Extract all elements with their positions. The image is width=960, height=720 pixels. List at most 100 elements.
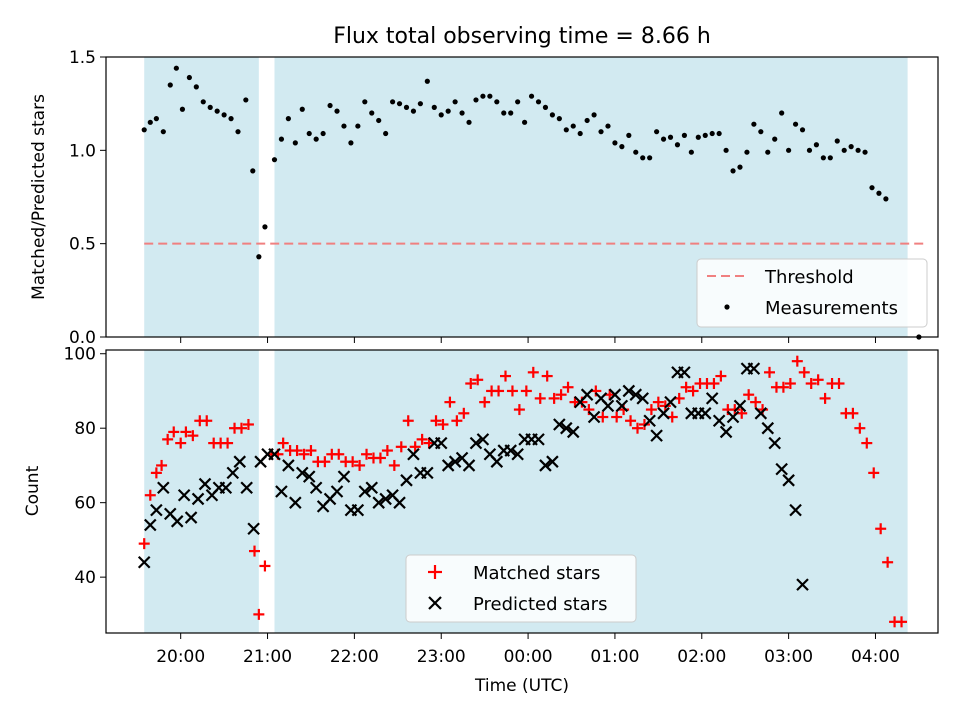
measurement-point bbox=[445, 108, 451, 114]
predicted-star-point bbox=[643, 414, 656, 428]
measurement-point bbox=[173, 65, 179, 71]
top-y-tick-label: 1.0 bbox=[69, 141, 96, 161]
predicted-star-point bbox=[462, 459, 476, 472]
measurement-point bbox=[633, 149, 639, 155]
measurement-point bbox=[806, 147, 813, 153]
bottom-panel: 40 60 80 100 20:00 21:00 22:00 23:00 00:00 01:00… bbox=[23, 345, 939, 696]
matched-star-point bbox=[534, 392, 546, 404]
predicted-star-point bbox=[233, 455, 247, 468]
measurement-point bbox=[723, 147, 729, 153]
predicted-star-point bbox=[698, 407, 712, 420]
measurement-point bbox=[820, 155, 826, 161]
measurement-point bbox=[563, 127, 569, 133]
measurement-point bbox=[876, 190, 882, 196]
top-panel: 0.0 0.5 1.0 1.5 Matched/Predicted stars Thr… bbox=[29, 48, 939, 348]
matched-star-point bbox=[882, 556, 894, 568]
measurement-point bbox=[577, 130, 583, 137]
predicted-star-point bbox=[448, 455, 462, 468]
matched-star-point bbox=[506, 385, 518, 397]
measurement-point bbox=[591, 112, 597, 118]
matched-star-point bbox=[875, 523, 887, 535]
matched-star-point bbox=[249, 545, 261, 557]
measurement-point bbox=[542, 104, 549, 110]
measurement-point bbox=[362, 99, 368, 105]
measurement-point bbox=[403, 104, 410, 110]
matched-star-point bbox=[347, 456, 359, 468]
matched-star-point bbox=[180, 426, 192, 438]
predicted-star-point bbox=[754, 407, 768, 420]
measurement-point bbox=[383, 130, 389, 137]
predicted-star-point bbox=[219, 481, 233, 495]
predicted-star-point bbox=[608, 388, 622, 401]
measurement-point bbox=[813, 142, 820, 148]
measurement-point bbox=[522, 119, 528, 125]
matched-star-point bbox=[162, 433, 174, 445]
matched-star-point bbox=[527, 366, 539, 378]
predicted-star-point bbox=[150, 503, 163, 517]
matched-star-point bbox=[150, 467, 162, 479]
matched-star-point bbox=[354, 459, 366, 471]
predicted-star-point bbox=[282, 459, 295, 472]
measurement-point bbox=[779, 110, 785, 116]
x-axis-label: Time (UTC) bbox=[474, 676, 569, 696]
measurement-point bbox=[186, 74, 192, 81]
measurement-point bbox=[799, 127, 806, 133]
predicted-star-point bbox=[372, 496, 385, 509]
measurement-point bbox=[681, 132, 688, 138]
matched-star-point bbox=[437, 418, 449, 430]
measurement-point bbox=[327, 102, 333, 109]
predicted-star-point bbox=[587, 410, 601, 424]
measurement-point bbox=[883, 196, 889, 202]
measurement-points bbox=[141, 65, 922, 340]
predicted-star-point bbox=[657, 407, 670, 420]
matched-star-point bbox=[444, 396, 456, 408]
observing-band bbox=[144, 350, 259, 633]
x-tick-label: 03:00 bbox=[764, 647, 813, 667]
predicted-star-point bbox=[170, 515, 184, 528]
measurement-point bbox=[612, 140, 618, 146]
predicted-star-point bbox=[137, 555, 151, 569]
measurement-point bbox=[147, 119, 153, 125]
measurement-point bbox=[207, 104, 213, 110]
measurement-point bbox=[221, 112, 227, 118]
top-y-tick-label: 0.5 bbox=[69, 235, 96, 255]
predicted-star-point bbox=[379, 492, 392, 506]
measurement-point bbox=[855, 147, 861, 153]
matched-star-point bbox=[458, 407, 470, 419]
predicted-star-point bbox=[490, 455, 504, 468]
measurement-point bbox=[535, 99, 542, 105]
predicted-star-point bbox=[407, 447, 420, 461]
matched-legend-marker bbox=[428, 565, 442, 579]
measurement-point bbox=[306, 130, 312, 137]
measurement-point bbox=[141, 127, 147, 133]
matched-star-point bbox=[187, 430, 199, 442]
predicted-star-point bbox=[733, 399, 747, 413]
top-y-ticks: 0.0 0.5 1.0 1.5 bbox=[69, 48, 106, 348]
matched-star-point bbox=[291, 445, 303, 457]
predicted-star-point bbox=[789, 503, 802, 517]
predicted-star-point bbox=[636, 392, 649, 405]
bottom-y-axis-label: Count bbox=[23, 465, 43, 516]
matched-star-point bbox=[499, 370, 511, 382]
predicted-star-point bbox=[358, 485, 372, 498]
predicted-star-point bbox=[553, 418, 566, 431]
predicted-star-point bbox=[421, 466, 434, 480]
matched-star-point bbox=[562, 381, 574, 393]
matched-star-point bbox=[798, 366, 810, 378]
measurement-point bbox=[647, 155, 653, 161]
measurements-legend-marker bbox=[724, 304, 730, 310]
measurement-point bbox=[660, 136, 667, 142]
top-y-tick-label: 1.5 bbox=[69, 48, 96, 68]
predicted-star-point bbox=[247, 522, 260, 536]
predicted-star-point bbox=[184, 511, 198, 524]
matched-star-point bbox=[687, 385, 699, 397]
measurement-point bbox=[256, 254, 262, 260]
matched-star-point bbox=[305, 445, 317, 457]
predicted-star-point bbox=[476, 433, 490, 446]
predicted-legend-marker bbox=[428, 596, 442, 610]
measurement-point bbox=[452, 99, 458, 105]
measurement-point bbox=[827, 155, 833, 161]
matched-star-point bbox=[805, 378, 817, 390]
predicted-star-point bbox=[768, 436, 782, 450]
predicted-star-point bbox=[504, 444, 517, 457]
